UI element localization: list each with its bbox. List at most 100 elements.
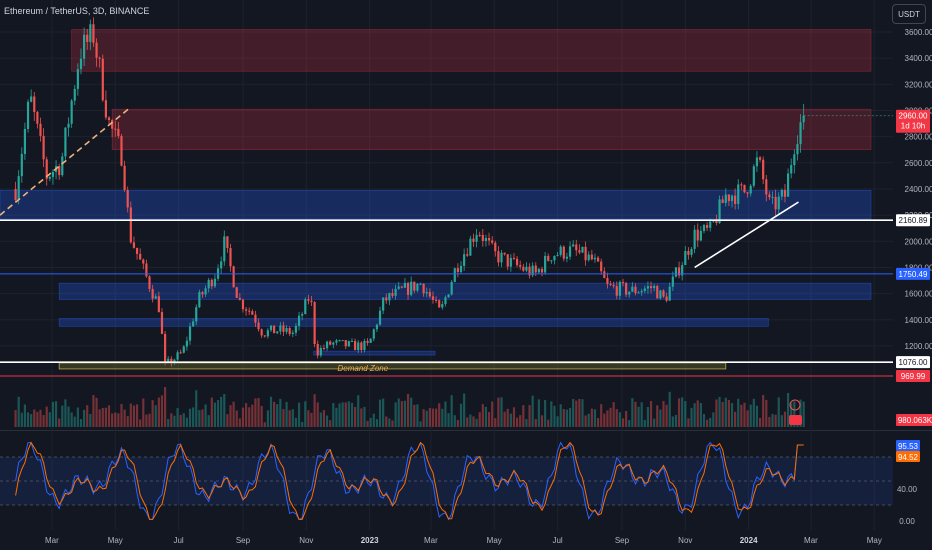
- candle-body: [537, 268, 540, 273]
- volume-bar: [111, 413, 114, 427]
- volume-bar: [220, 396, 223, 427]
- volume-bar: [677, 398, 681, 427]
- volume-bar: [780, 415, 783, 427]
- volume-bar: [721, 401, 724, 427]
- candle-body: [182, 346, 185, 353]
- volume-bar: [625, 410, 628, 427]
- volume-bar: [435, 408, 438, 427]
- candle-body: [478, 234, 481, 236]
- volume-bar: [192, 407, 195, 427]
- stoch-value: 94.52: [898, 453, 919, 462]
- volume-bar: [260, 405, 263, 427]
- volume-bar: [681, 397, 684, 427]
- candle-body: [154, 296, 157, 299]
- candle-body: [668, 286, 671, 301]
- volume-bar: [752, 398, 755, 427]
- candle-body: [126, 189, 129, 208]
- volume-bar: [123, 409, 126, 427]
- price-tick-label: 1600.00: [905, 290, 932, 299]
- candle-body: [431, 296, 435, 300]
- candle-body: [70, 100, 73, 124]
- volume-bar: [30, 414, 33, 427]
- candle-body: [559, 246, 562, 255]
- candle-body: [14, 188, 17, 200]
- candle-body: [640, 291, 643, 293]
- candle-body: [204, 288, 207, 295]
- volume-bar: [45, 406, 48, 427]
- candle-body: [269, 325, 273, 331]
- candle-body: [251, 311, 254, 315]
- volume-bar: [497, 397, 500, 427]
- volume-bar: [157, 397, 160, 427]
- candle-body: [350, 341, 354, 343]
- volume-bar: [341, 402, 344, 427]
- candle-body: [157, 296, 160, 313]
- volume-bar: [410, 397, 413, 427]
- volume-bar: [104, 407, 107, 427]
- candle-body: [780, 189, 783, 197]
- candle-body: [279, 325, 282, 332]
- candle-body: [540, 268, 544, 273]
- volume-bar: [765, 399, 768, 427]
- candle-body: [319, 347, 322, 356]
- support-zone: [313, 350, 436, 356]
- volume-bar: [378, 399, 382, 427]
- volume-bar: [79, 419, 83, 427]
- candle-body: [737, 184, 740, 204]
- candle-body: [487, 238, 491, 241]
- volume-bar: [450, 395, 453, 427]
- volume-bar: [659, 409, 662, 427]
- volume-bar: [737, 398, 740, 427]
- candle-body: [276, 331, 279, 334]
- candle-body: [674, 267, 678, 277]
- candles: [14, 17, 805, 367]
- candle-body: [48, 176, 51, 179]
- candle-body: [565, 256, 569, 259]
- candle-body: [107, 117, 111, 121]
- volume-bar: [251, 404, 254, 427]
- volume-bar: [544, 399, 547, 427]
- volume-bar: [696, 400, 699, 427]
- candle-body: [625, 283, 628, 295]
- volume-bar: [363, 406, 366, 427]
- candle-body: [422, 283, 425, 294]
- candle-body: [690, 248, 693, 255]
- price-label: 2160.89: [899, 216, 928, 225]
- volume-bar: [724, 397, 727, 427]
- volume-bar: [400, 401, 403, 427]
- candle-body: [500, 252, 503, 263]
- candle-body: [338, 340, 341, 342]
- volume-bar: [556, 416, 559, 427]
- symbol-title: Ethereum / TetherUS, 3D, BINANCE: [4, 6, 150, 16]
- volume-bar: [210, 397, 213, 427]
- volume-bar: [662, 400, 665, 427]
- volume-bar: [195, 390, 198, 427]
- candle-body: [631, 286, 634, 292]
- candle-body: [768, 194, 771, 198]
- candle-body: [606, 278, 609, 284]
- time-tick-label: 2023: [361, 536, 379, 545]
- volume-bar: [628, 420, 631, 427]
- volume-bar: [419, 421, 422, 427]
- candle-body: [151, 288, 154, 299]
- candle-body: [799, 122, 802, 145]
- volume-bar: [459, 403, 463, 427]
- volume-bar: [288, 410, 291, 427]
- candle-body: [740, 184, 743, 186]
- candle-body: [528, 266, 531, 276]
- candle-body: [469, 238, 472, 256]
- candle-body: [257, 322, 260, 330]
- candle-body: [344, 340, 347, 347]
- currency-button[interactable]: USDT: [892, 4, 926, 24]
- candle-body: [453, 268, 456, 282]
- price-label: 1750.49: [899, 270, 928, 279]
- volume-bar: [263, 422, 266, 427]
- volume-bar: [768, 416, 771, 427]
- candle-body: [388, 293, 391, 301]
- volume-bar: [503, 411, 506, 427]
- volume-bar: [509, 413, 512, 427]
- price-label-bg: [896, 267, 930, 280]
- candle-body: [671, 276, 674, 287]
- candle-body: [587, 254, 590, 261]
